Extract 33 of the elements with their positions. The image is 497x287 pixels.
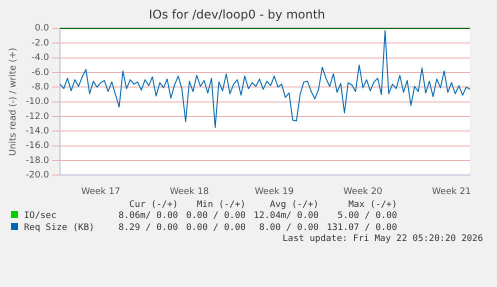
- legend-label: IO/sec: [23, 210, 58, 222]
- text: 131.07 / 0.00: [326, 222, 398, 234]
- y-tick-label: -16.0: [26, 141, 50, 152]
- y-tick-label: -4.0: [32, 53, 50, 64]
- y-tick-label: -6.0: [32, 68, 50, 78]
- text: 8.29 / 0.00: [117, 222, 180, 234]
- text: 12.04m/ 0.00: [252, 210, 320, 222]
- y-tick-label: -14.0: [26, 126, 50, 137]
- x-tick-label: Week 19: [254, 186, 294, 197]
- text: 8.00 / 0.00: [258, 222, 320, 234]
- text: Max (-/+): [347, 200, 398, 210]
- y-tick-label: -2.0: [32, 38, 50, 48]
- chart-title: IOs for /dev/loop0 - by month: [148, 7, 326, 22]
- x-tick-label: Week 20: [343, 186, 383, 197]
- legend-label: Req Size (KB): [23, 222, 96, 234]
- text: 0.00 / 0.00: [185, 210, 247, 222]
- x-tick-label: Week 21: [432, 186, 472, 197]
- text: Min (-/+): [196, 200, 247, 210]
- y-tick-label: -8.0: [32, 82, 50, 92]
- y-tick-label: -10.0: [26, 97, 50, 108]
- text: 5.00 / 0.00: [336, 210, 398, 222]
- x-tick-label: Week 17: [81, 186, 120, 197]
- text: Last update: Fri May 22 05:20:20 2026: [282, 234, 484, 244]
- text: Cur (-/+): [128, 200, 180, 210]
- x-tick-label: Week 18: [170, 186, 210, 197]
- y-tick-label: 0.0: [34, 24, 50, 34]
- text: 0.00 / 0.00: [185, 222, 247, 234]
- text: 8.06m/ 0.00: [117, 210, 180, 222]
- y-tick-label: -20.0: [26, 170, 50, 181]
- y-tick-label: -18.0: [26, 156, 50, 166]
- y-tick-label: -12.0: [26, 112, 50, 122]
- text: Avg (-/+): [268, 200, 320, 210]
- y-axis-title: Units read (-) / write (+): [8, 48, 19, 156]
